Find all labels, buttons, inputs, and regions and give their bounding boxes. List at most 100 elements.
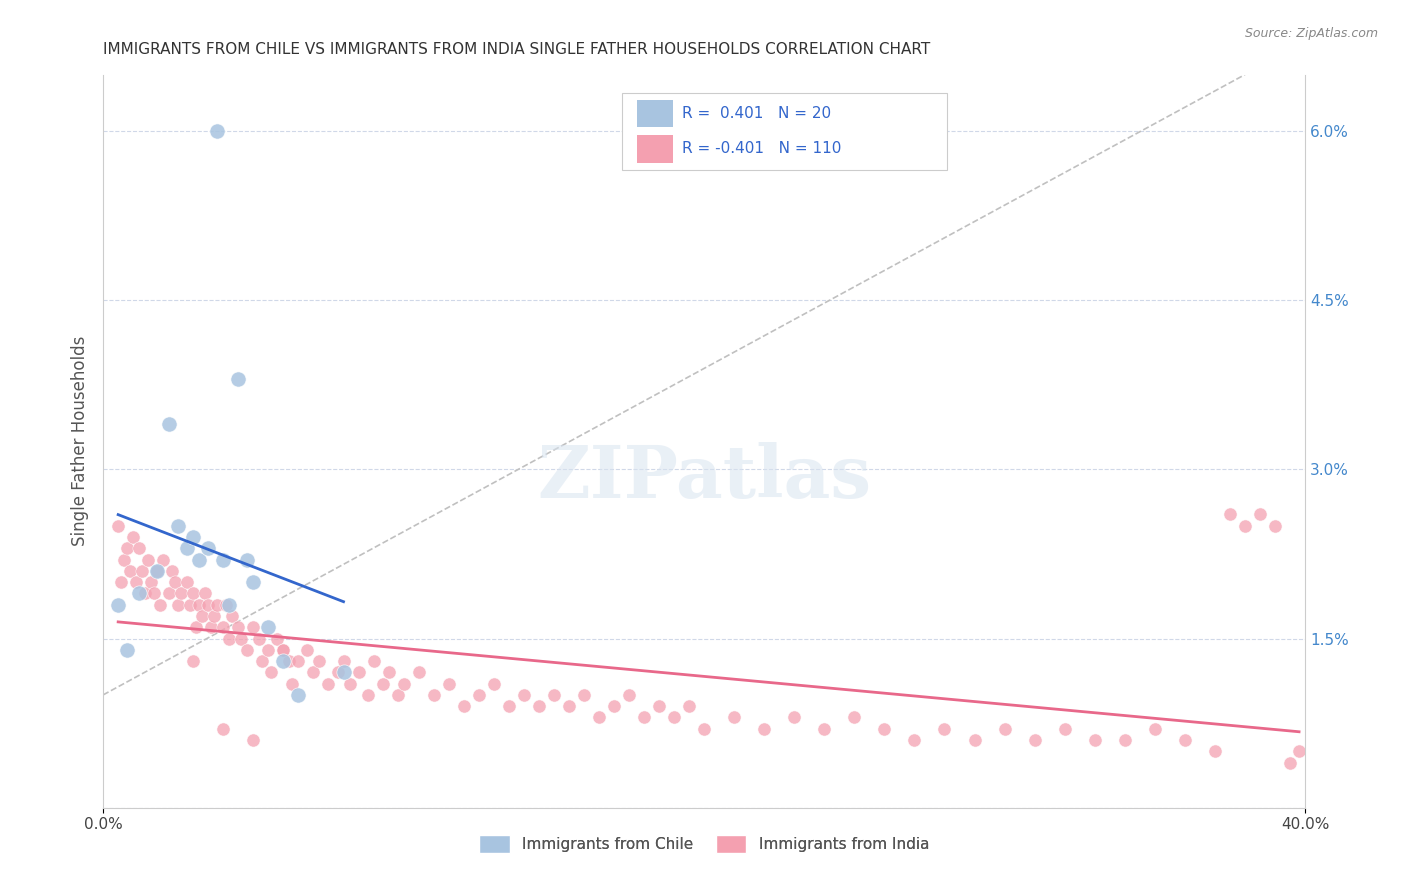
Point [212,552,235,566]
Point [200,620,222,634]
Point [1204,744,1226,758]
Point [107,598,129,612]
Point [572,688,595,702]
Point [252,654,274,668]
Point [228,372,250,386]
Point [498,699,520,714]
Legend: Immigrants from Chile, Immigrants from India: Immigrants from Chile, Immigrants from I… [472,829,935,859]
Point [513,688,536,702]
Point [197,541,219,556]
Point [281,676,304,690]
Point [1219,508,1241,522]
Point [134,586,156,600]
Point [197,598,219,612]
FancyBboxPatch shape [637,135,673,162]
Point [287,654,309,668]
Point [844,710,866,724]
Point [181,530,204,544]
Text: ZIPatlas: ZIPatlas [537,442,872,513]
Point [633,710,655,724]
Point [188,598,211,612]
Point [543,688,565,702]
Point [903,733,925,747]
Point [191,609,214,624]
Point [392,676,415,690]
Point [302,665,325,680]
Point [1024,733,1046,747]
Point [207,124,229,138]
Point [278,654,301,668]
Point [273,654,295,668]
Point [157,417,180,432]
Point [122,530,145,544]
Point [371,676,394,690]
Point [387,688,409,702]
Point [467,688,489,702]
Point [377,665,399,680]
Point [218,598,240,612]
Point [215,598,238,612]
Point [723,710,745,724]
Point [257,620,280,634]
Point [678,699,700,714]
Point [273,642,295,657]
Point [934,722,956,736]
Point [115,642,138,657]
Point [146,564,169,578]
Point [236,552,259,566]
Point [194,586,217,600]
Point [662,710,685,724]
Point [603,699,626,714]
Point [963,733,986,747]
Point [1279,756,1302,770]
FancyBboxPatch shape [623,93,946,169]
Point [318,676,340,690]
Point [332,665,354,680]
Point [754,722,776,736]
Point [873,722,896,736]
Point [179,598,201,612]
Text: IMMIGRANTS FROM CHILE VS IMMIGRANTS FROM INDIA SINGLE FATHER HOUSEHOLDS CORRELAT: IMMIGRANTS FROM CHILE VS IMMIGRANTS FROM… [103,42,931,57]
Point [236,642,259,657]
Point [693,722,716,736]
Point [170,586,193,600]
Point [1053,722,1076,736]
Point [157,586,180,600]
Point [207,598,229,612]
Point [167,518,190,533]
Point [221,609,243,624]
Point [176,575,198,590]
Point [332,654,354,668]
Point [242,733,264,747]
Point [186,620,208,634]
Point [247,632,270,646]
Point [363,654,385,668]
Point [110,575,132,590]
Point [165,575,187,590]
Point [994,722,1017,736]
Point [297,642,319,657]
Point [181,654,204,668]
Point [260,665,283,680]
Point [1249,508,1271,522]
Text: R =  0.401   N = 20: R = 0.401 N = 20 [682,106,831,121]
Point [218,632,240,646]
Text: R = -0.401   N = 110: R = -0.401 N = 110 [681,141,839,155]
Point [588,710,610,724]
Point [128,586,150,600]
Point [128,541,150,556]
Point [1143,722,1166,736]
Point [1114,733,1136,747]
Point [125,575,148,590]
Point [558,699,581,714]
Point [339,676,361,690]
Point [1264,518,1286,533]
Point [141,575,163,590]
Point [167,598,190,612]
Point [112,552,135,566]
FancyBboxPatch shape [637,100,673,128]
Point [188,552,211,566]
Point [212,722,235,736]
Point [146,564,169,578]
Point [162,564,184,578]
